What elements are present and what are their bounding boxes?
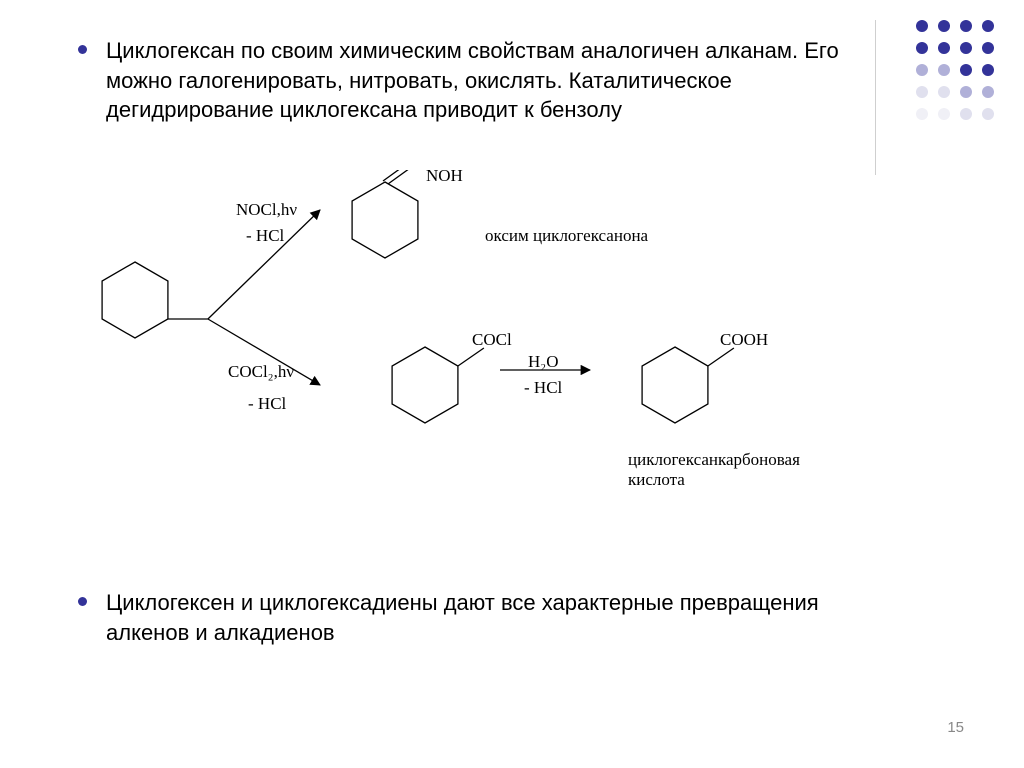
reagent-2-top: COCl₂,hν — [228, 362, 294, 382]
decorative-dot — [938, 42, 950, 54]
product-name-acid-line2: кислота — [628, 470, 685, 490]
decorative-dot — [916, 20, 928, 32]
decorative-dot — [916, 42, 928, 54]
bullet-text-2: Циклогексен и циклогексадиены дают все х… — [106, 590, 819, 645]
decorative-dot — [982, 20, 994, 32]
decorative-dot — [938, 20, 950, 32]
decorative-dot — [916, 64, 928, 76]
bullet-item-2: Циклогексен и циклогексадиены дают все х… — [78, 588, 898, 647]
decorative-dot — [916, 86, 928, 98]
decorative-dot — [982, 86, 994, 98]
decorative-dot — [982, 64, 994, 76]
product-name-oxime: оксим циклогексанона — [485, 226, 648, 246]
decorative-dot — [960, 64, 972, 76]
group-label-noh: NOH — [426, 166, 463, 186]
decorative-dot — [982, 42, 994, 54]
bottom-text-block: Циклогексен и циклогексадиены дают все х… — [78, 588, 898, 661]
reagent-2-bottom: - HCl — [248, 394, 286, 414]
decorative-dot — [960, 86, 972, 98]
reagent-3-top: H₂O — [528, 352, 558, 372]
decorative-dot — [982, 108, 994, 120]
reagent-3-bottom: - HCl — [524, 378, 562, 398]
decorative-dot — [938, 86, 950, 98]
decorative-dot — [960, 42, 972, 54]
decorative-dot — [960, 20, 972, 32]
reagent-1-top: NOCl,hν — [236, 200, 297, 220]
decorative-dot — [938, 108, 950, 120]
group-label-cocl: COCl — [472, 330, 512, 350]
page-number: 15 — [947, 719, 964, 736]
top-text-block: Циклогексан по своим химическим свойства… — [78, 36, 878, 139]
decorative-dot — [960, 108, 972, 120]
reaction-scheme: NOCl,hν - HCl COCl₂,hν - HCl H₂O - HCl N… — [80, 170, 960, 570]
product-name-acid-line1: циклогексанкарбоновая — [628, 450, 800, 470]
decorative-dot — [916, 108, 928, 120]
decorative-dot — [938, 64, 950, 76]
group-label-cooh: COOH — [720, 330, 768, 350]
bullet-text-1: Циклогексан по своим химическим свойства… — [106, 38, 839, 122]
reagent-1-bottom: - HCl — [246, 226, 284, 246]
decorative-dot-grid — [916, 20, 994, 130]
bullet-item-1: Циклогексан по своим химическим свойства… — [78, 36, 878, 125]
